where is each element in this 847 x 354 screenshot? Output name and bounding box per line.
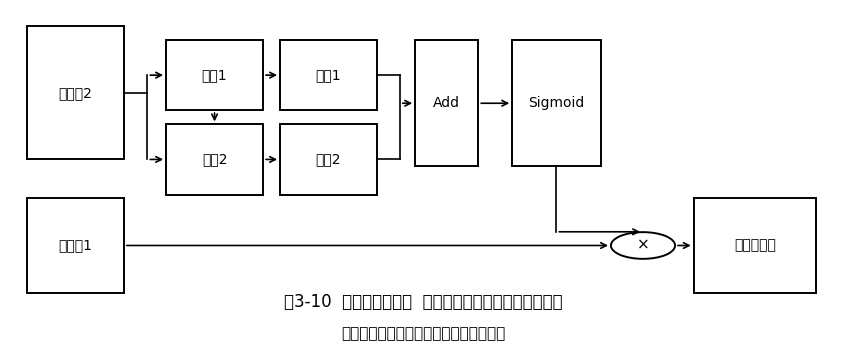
Text: 卷积1: 卷积1: [316, 68, 341, 82]
Text: Sigmoid: Sigmoid: [529, 96, 584, 110]
Bar: [415, 40, 479, 166]
Text: ×: ×: [637, 238, 650, 253]
Text: 卷积1: 卷积1: [202, 68, 227, 82]
Bar: [694, 198, 816, 293]
Text: Add: Add: [433, 96, 460, 110]
Bar: [166, 124, 263, 195]
Text: 卷积2: 卷积2: [316, 153, 341, 166]
Bar: [512, 40, 601, 166]
Text: 特征图2: 特征图2: [58, 86, 92, 100]
Text: 特征图２表示经过通道注意力的高维特征: 特征图２表示经过通道注意力的高维特征: [341, 326, 506, 341]
Text: 输出特征图: 输出特征图: [734, 239, 776, 252]
Bar: [27, 198, 124, 293]
Bar: [280, 124, 377, 195]
Bar: [280, 40, 377, 110]
Bar: [27, 26, 124, 159]
Text: 特征图1: 特征图1: [58, 239, 92, 252]
Bar: [166, 40, 263, 110]
Circle shape: [611, 232, 675, 259]
Text: 图3-10  空间注意力模型  其中特征图１表示当前通道特征: 图3-10 空间注意力模型 其中特征图１表示当前通道特征: [285, 293, 562, 311]
Text: 卷积2: 卷积2: [202, 153, 227, 166]
